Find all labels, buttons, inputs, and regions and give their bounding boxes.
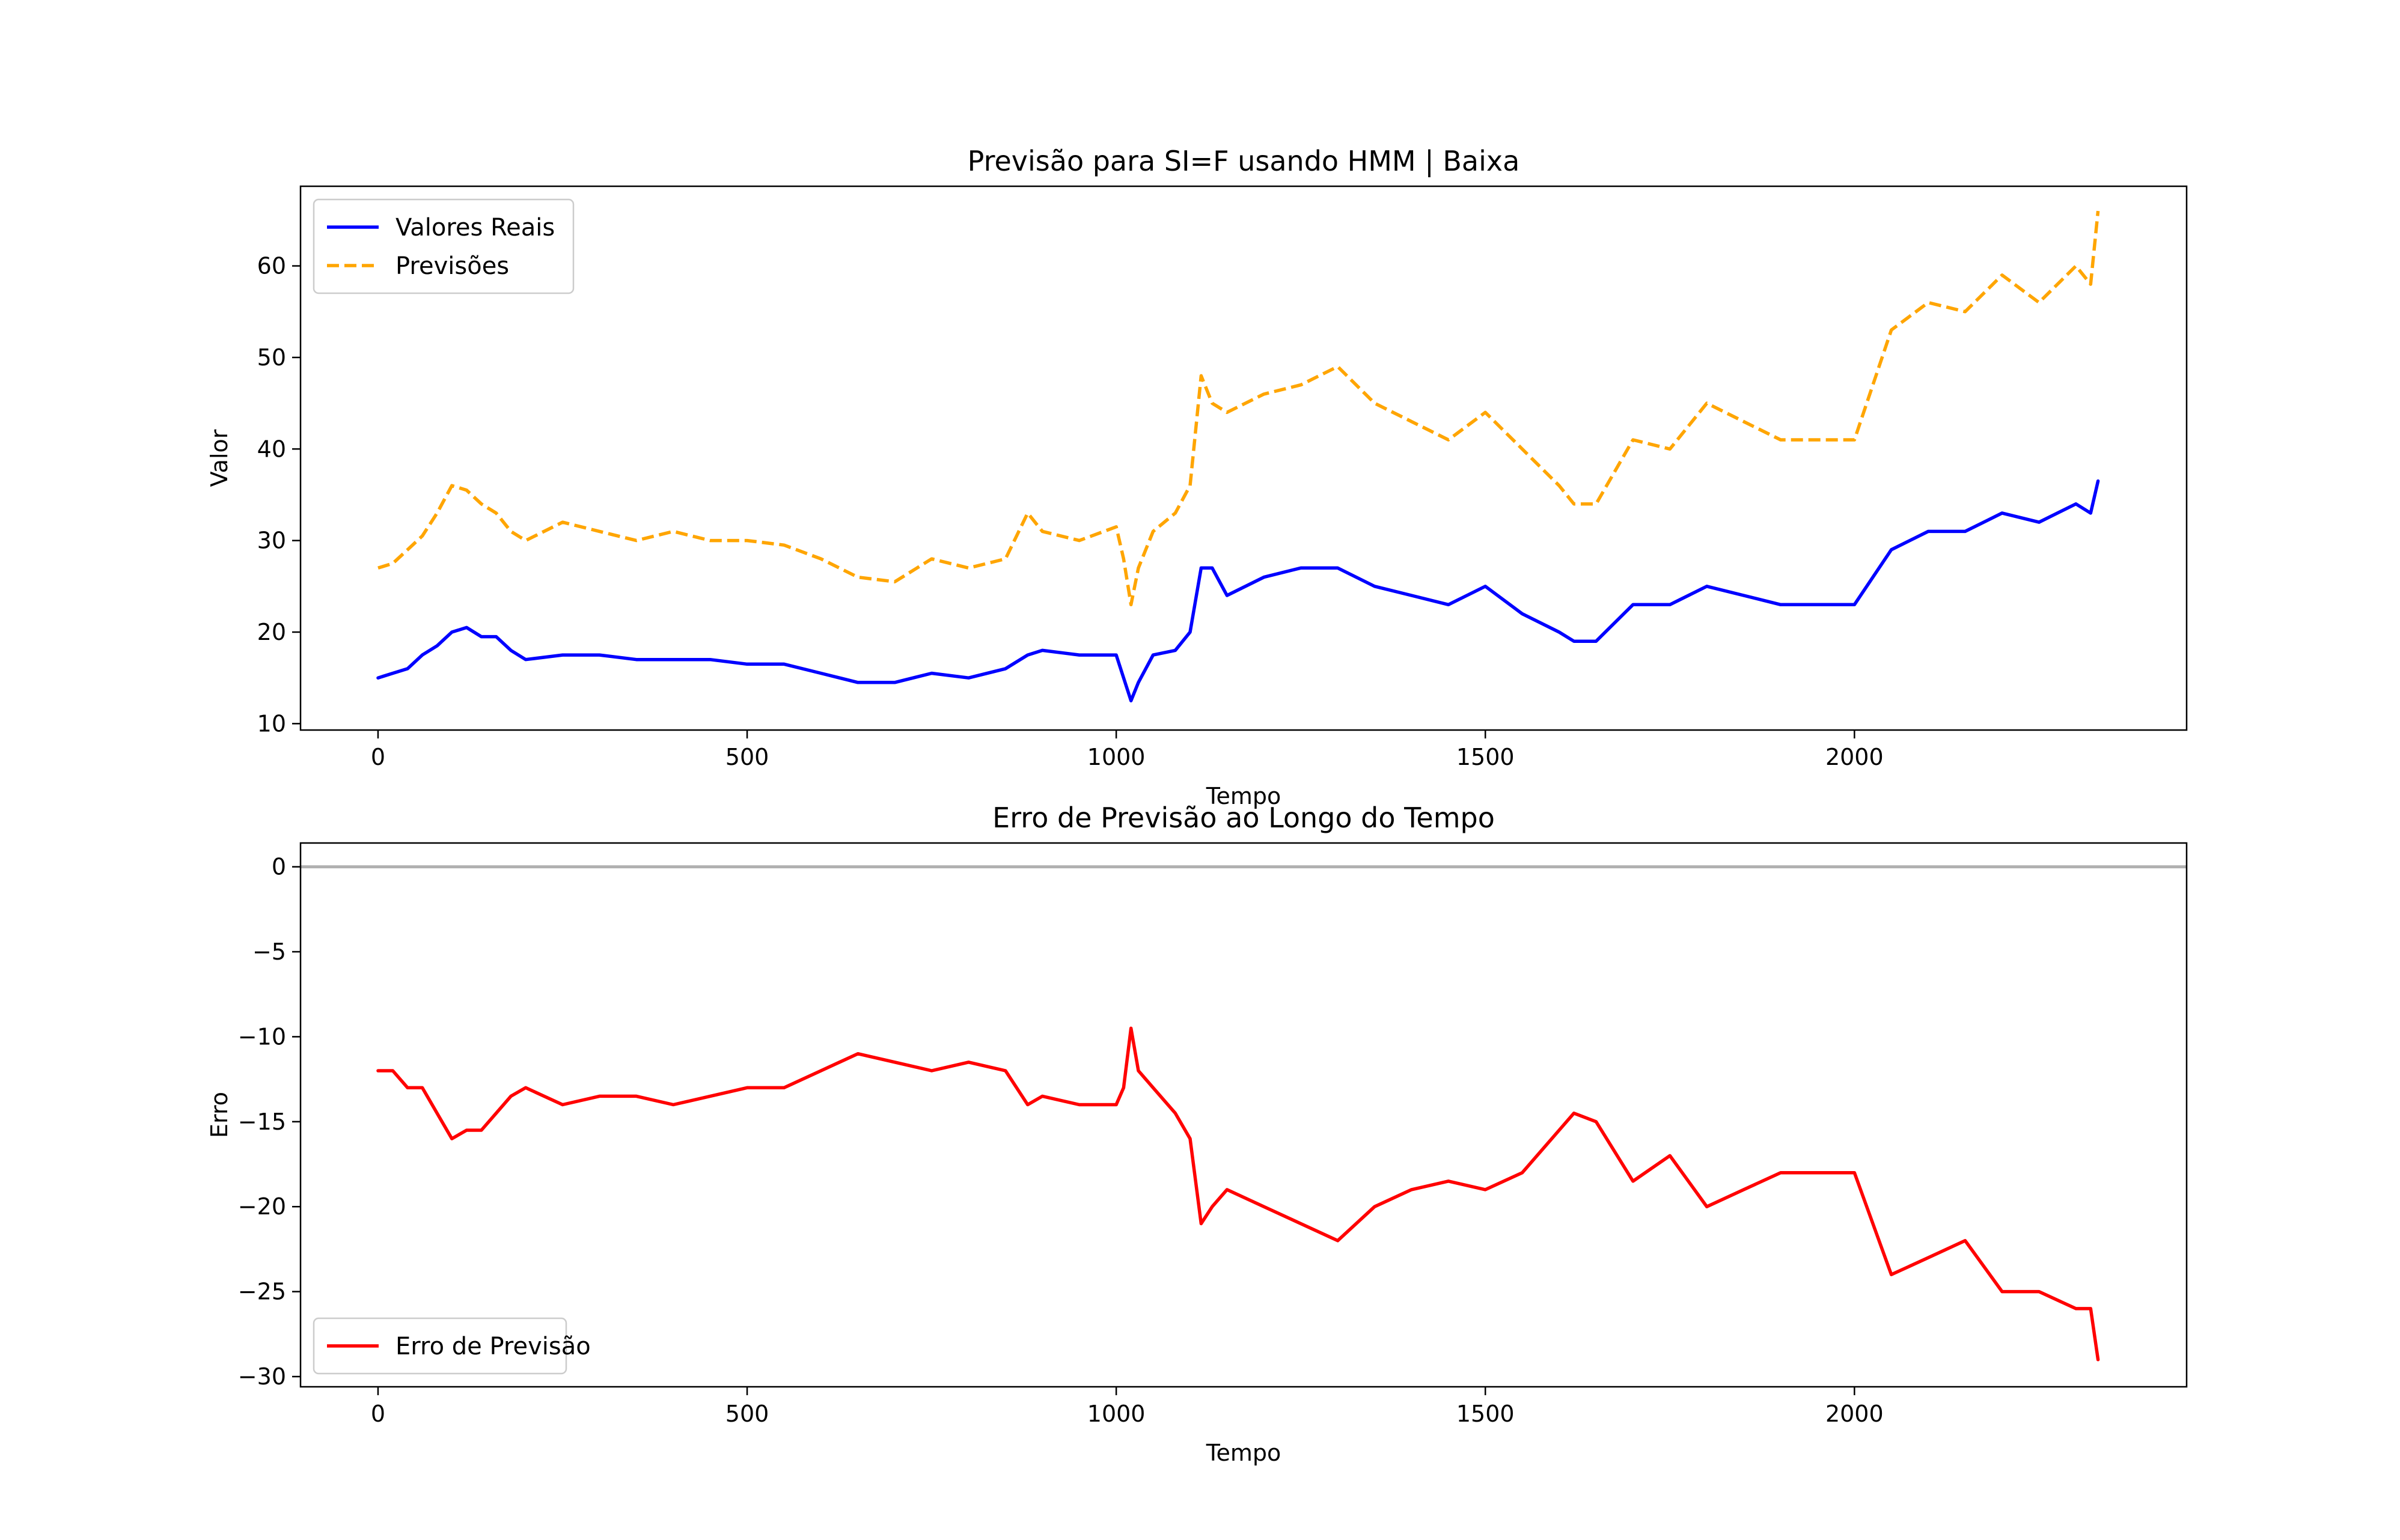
top-forecast-chart: 0 500 1000 1500 2000 10 20 30 40 50 60 Tempo Valor Pr… <box>206 145 2188 809</box>
y-tick-label: 60 <box>257 253 286 279</box>
x-tick-label: 0 <box>371 1401 385 1427</box>
legend-label: Valores Reais <box>395 214 555 242</box>
x-tick-label: 1000 <box>1087 744 1146 770</box>
y-tick-label: 0 <box>272 854 286 880</box>
legend: Valores Reais Previsões <box>313 198 575 294</box>
legend-label: Erro de Previsão <box>395 1333 591 1360</box>
bottom-error-chart: 0 500 1000 1500 2000 0 −5 −10 −15 −20 −25 −30 Tempo E… <box>206 802 2188 1466</box>
axes-frame <box>299 185 2188 731</box>
x-tick-label: 500 <box>725 744 769 770</box>
x-tick-label: 0 <box>371 744 385 770</box>
x-tick-label: 500 <box>725 1401 769 1427</box>
x-tick-label: 1000 <box>1087 1401 1146 1427</box>
y-tick-label: −15 <box>238 1109 286 1135</box>
y-tick-label: 50 <box>257 344 286 371</box>
chart-title: Previsão para SI=F usando HMM | Baixa <box>968 145 1520 178</box>
legend: Erro de Previsão <box>313 1317 591 1375</box>
y-axis-label: Erro <box>206 1092 233 1138</box>
legend-box <box>313 1317 567 1375</box>
x-axis-label: Tempo <box>1206 1440 1281 1466</box>
x-axis-label: Tempo <box>1206 783 1281 809</box>
y-tick-label: 30 <box>257 528 286 554</box>
y-tick-label: 10 <box>257 710 286 737</box>
y-tick-label: 40 <box>257 436 286 462</box>
chart-title: Erro de Previsão ao Longo do Tempo <box>992 802 1495 834</box>
legend-label: Previsões <box>395 252 509 280</box>
y-axis-label: Valor <box>206 429 233 487</box>
legend-box <box>313 198 575 294</box>
x-tick-label: 1500 <box>1456 744 1515 770</box>
axes-frame <box>299 842 2188 1388</box>
x-tick-label: 1500 <box>1456 1401 1515 1427</box>
x-tick-label: 2000 <box>1825 1401 1884 1427</box>
y-tick-label: −25 <box>238 1279 286 1305</box>
x-tick-label: 2000 <box>1825 744 1884 770</box>
y-tick-label: −10 <box>238 1023 286 1050</box>
series-line-erro-de-previsao <box>376 1026 2100 1362</box>
y-tick-label: −5 <box>252 939 286 965</box>
y-tick-label: −20 <box>238 1193 286 1220</box>
y-tick-label: −30 <box>238 1363 286 1390</box>
series-line-valores-reais <box>376 479 2100 702</box>
series-line-previsoes <box>377 210 2100 607</box>
y-tick-label: 20 <box>257 619 286 645</box>
